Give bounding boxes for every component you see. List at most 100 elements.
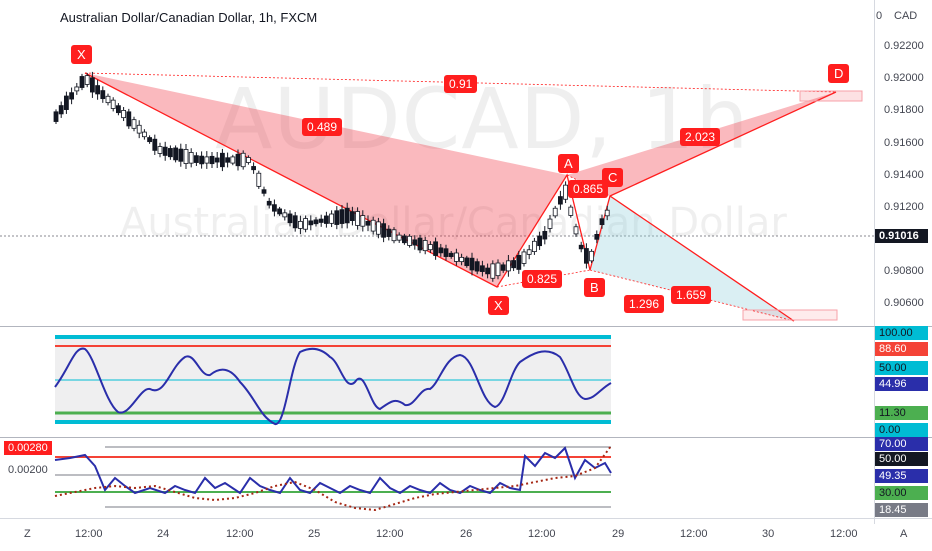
ind2-level-label: 18.45	[875, 503, 928, 517]
candle-body	[334, 210, 340, 225]
ind2-left-badge: 0.00280	[4, 441, 52, 455]
candle-body	[360, 215, 366, 227]
candle-body	[292, 215, 298, 229]
currency-label: CAD	[894, 10, 918, 22]
candle-body	[433, 241, 439, 256]
pane-divider[interactable]	[0, 326, 932, 327]
candle-body	[209, 155, 215, 165]
candle-body	[58, 105, 64, 115]
candle-body	[573, 226, 579, 235]
candle-body	[438, 247, 444, 254]
time-axis[interactable]	[0, 518, 932, 551]
candle-body	[256, 172, 262, 187]
candle-body	[516, 254, 522, 270]
pattern-point-x2: X	[488, 296, 509, 315]
ind1-value-badge: 44.96	[875, 377, 928, 391]
pattern-main-line	[84, 72, 837, 288]
candle-body	[599, 218, 605, 226]
candle-body	[152, 138, 158, 151]
candle-body	[375, 221, 381, 235]
ind2-value-badge: 49.35	[875, 469, 928, 483]
candlesticks	[53, 71, 610, 282]
candle-body	[105, 95, 111, 104]
candle-body	[53, 111, 59, 122]
time-label: 29	[612, 528, 625, 540]
time-label: 26	[460, 528, 473, 540]
candle-body	[167, 148, 173, 158]
time-label: 12:00	[376, 528, 404, 540]
candle-body	[173, 147, 179, 161]
time-label: 25	[308, 528, 321, 540]
candle-body	[469, 257, 475, 271]
ratio-label: 1.296	[624, 295, 665, 313]
ratio-label: 0.489	[302, 118, 343, 136]
price-zero-label: 0	[876, 10, 883, 22]
ratio-label: 1.659	[671, 286, 712, 304]
candle-body	[297, 220, 303, 229]
pattern-point-b: B	[584, 278, 605, 297]
time-label: 12:00	[226, 528, 254, 540]
ind1-level-label: 11.30	[875, 406, 928, 420]
candle-body	[162, 146, 168, 156]
candle-body	[339, 209, 345, 224]
price-scale[interactable]	[874, 0, 932, 524]
ind1-level-label: 0.00	[875, 423, 928, 437]
candle-body	[448, 252, 454, 257]
candle-body	[355, 211, 361, 226]
pane-divider[interactable]	[0, 437, 932, 438]
time-label: 12:00	[680, 528, 708, 540]
timezone-button[interactable]: Z	[24, 528, 31, 540]
price-tick: 0.90800	[884, 265, 924, 277]
candle-body	[95, 85, 100, 95]
candle-body	[69, 92, 74, 100]
candle-body	[277, 208, 283, 215]
candle-body	[537, 235, 542, 247]
candle-body	[349, 211, 355, 221]
pattern-point-a: A	[558, 154, 579, 173]
auto-scale-button[interactable]: A	[900, 528, 908, 540]
ind2-level-label: 70.00	[875, 437, 928, 451]
candle-body	[110, 99, 116, 109]
candle-body	[126, 111, 132, 127]
price-tick: 0.92200	[884, 40, 924, 52]
candle-body	[396, 234, 402, 241]
candle-body	[443, 248, 449, 257]
candle-body	[235, 153, 241, 167]
candle-body	[386, 228, 392, 237]
candle-body	[511, 260, 517, 269]
price-tick: 0.92000	[884, 72, 924, 84]
candle-body	[584, 248, 589, 264]
pattern-triangle-bcd	[590, 196, 794, 321]
candle-body	[412, 239, 418, 246]
candle-body	[589, 250, 594, 262]
candle-body	[90, 77, 95, 93]
pattern-point-x1: X	[71, 45, 92, 64]
candle-body	[84, 75, 90, 85]
candle-body	[178, 148, 184, 162]
indicator2-pane[interactable]	[0, 438, 875, 518]
ratio-label: 0.91	[444, 75, 478, 93]
ind2-left-tick: 0.00200	[8, 464, 48, 476]
pattern-xd-line	[84, 72, 837, 93]
candle-body	[79, 76, 85, 88]
ind1-level-label: 50.00	[875, 361, 928, 375]
candle-body	[505, 260, 511, 272]
time-label: 12:00	[830, 528, 858, 540]
target-box-d	[799, 90, 863, 102]
candle-body	[230, 156, 236, 164]
candle-body	[271, 204, 277, 212]
current-price-badge: 0.91016	[875, 229, 928, 243]
candle-body	[604, 209, 610, 217]
candle-body	[74, 86, 80, 92]
candle-body	[214, 157, 220, 163]
candle-body	[141, 131, 147, 138]
time-label: 12:00	[528, 528, 556, 540]
pattern-cd-line	[609, 195, 795, 322]
candle-body	[266, 200, 272, 206]
candle-body	[558, 196, 563, 205]
ind1-level-label: 100.00	[875, 326, 928, 340]
candle-body	[453, 252, 459, 262]
candle-body	[183, 149, 189, 164]
indicator1-pane[interactable]	[0, 327, 875, 437]
candle-body	[490, 263, 496, 279]
